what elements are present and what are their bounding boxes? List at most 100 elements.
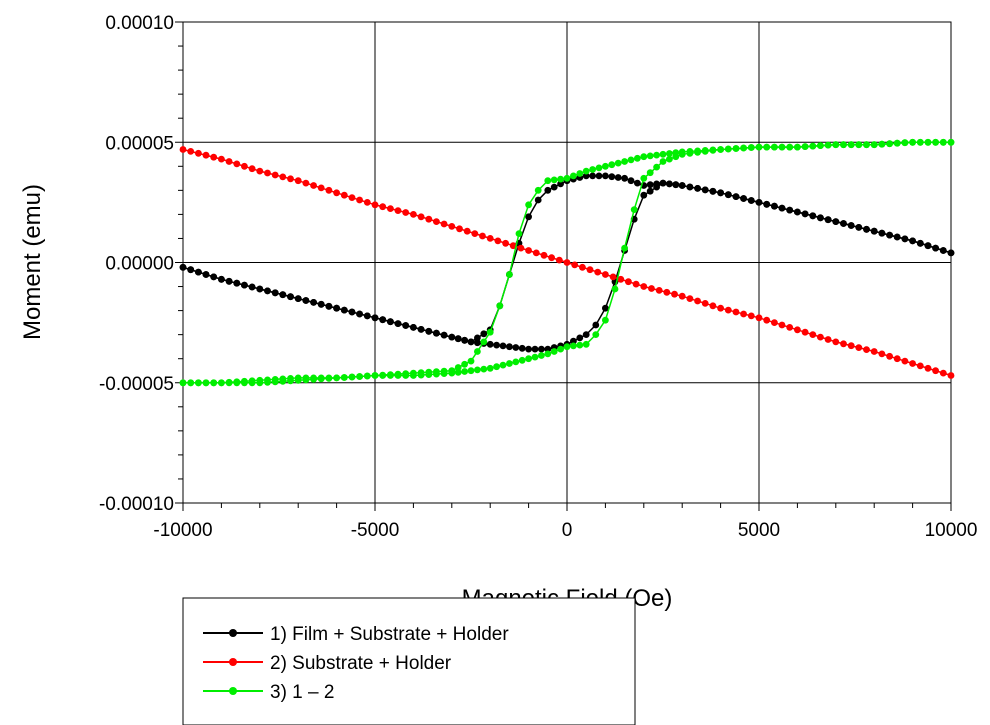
data-point xyxy=(440,220,448,228)
data-point xyxy=(570,172,577,180)
data-point xyxy=(474,334,481,342)
data-point xyxy=(496,302,504,310)
data-point xyxy=(740,310,747,318)
x-tick-label: 0 xyxy=(562,520,573,541)
data-point xyxy=(425,371,433,378)
data-point xyxy=(609,273,617,281)
data-point xyxy=(225,277,233,285)
data-point xyxy=(218,275,225,283)
data-point xyxy=(534,196,542,204)
data-point xyxy=(663,288,671,296)
data-point xyxy=(939,138,947,146)
data-point xyxy=(317,184,325,192)
data-point xyxy=(732,308,740,316)
data-point xyxy=(672,181,680,189)
series-3 xyxy=(179,138,955,387)
data-point xyxy=(271,171,279,179)
data-point xyxy=(410,324,417,331)
data-point xyxy=(646,169,654,177)
data-point xyxy=(325,302,333,310)
data-point xyxy=(379,372,387,379)
data-point xyxy=(241,162,248,170)
data-point xyxy=(627,177,635,185)
data-point xyxy=(179,263,187,271)
x-tick-label: 5000 xyxy=(738,520,780,541)
data-point xyxy=(506,360,513,367)
data-point xyxy=(847,342,855,350)
data-point xyxy=(317,300,325,308)
data-point xyxy=(294,177,302,185)
data-point xyxy=(648,285,655,292)
data-point xyxy=(893,139,901,147)
data-point xyxy=(771,319,778,326)
data-point xyxy=(218,155,225,163)
data-point xyxy=(461,336,468,344)
data-point xyxy=(425,215,433,223)
data-point xyxy=(640,283,648,290)
data-point xyxy=(264,378,271,386)
data-point xyxy=(433,329,440,337)
data-point xyxy=(402,372,410,379)
data-point xyxy=(608,161,616,169)
data-point xyxy=(225,158,233,165)
data-point xyxy=(932,138,939,146)
data-point xyxy=(809,212,817,220)
data-point xyxy=(387,372,394,379)
data-point xyxy=(241,379,248,387)
data-point xyxy=(627,156,635,164)
data-point xyxy=(310,299,317,306)
data-point xyxy=(433,218,440,226)
data-point xyxy=(582,340,590,348)
data-point xyxy=(855,344,863,351)
data-point xyxy=(634,179,641,187)
data-point xyxy=(517,244,525,252)
data-point xyxy=(809,142,817,150)
data-point xyxy=(563,174,571,182)
data-point xyxy=(302,179,310,187)
data-point xyxy=(909,237,916,245)
data-point xyxy=(256,379,264,387)
data-point xyxy=(666,155,673,163)
data-point xyxy=(499,361,507,369)
data-point xyxy=(544,186,552,194)
data-point xyxy=(778,321,786,329)
data-point xyxy=(563,259,571,266)
y-tick-label: 0.00005 xyxy=(105,133,174,154)
data-point xyxy=(586,266,594,274)
data-point xyxy=(817,214,824,222)
data-point xyxy=(486,235,494,242)
data-point xyxy=(672,153,680,161)
data-point xyxy=(932,367,939,375)
data-point xyxy=(878,229,886,237)
data-point xyxy=(287,377,294,385)
data-point xyxy=(410,211,417,218)
data-point xyxy=(294,295,302,302)
data-point xyxy=(763,316,771,324)
data-point xyxy=(840,340,847,348)
data-point xyxy=(233,160,241,168)
data-point xyxy=(630,206,638,214)
data-point xyxy=(755,143,763,151)
data-point xyxy=(570,337,577,345)
data-point xyxy=(433,370,440,378)
data-point xyxy=(493,341,500,349)
data-point xyxy=(602,316,609,324)
data-point xyxy=(617,275,625,283)
data-point xyxy=(659,150,667,158)
data-point xyxy=(363,312,371,320)
data-point xyxy=(271,289,279,297)
data-point xyxy=(740,144,747,152)
data-point xyxy=(333,304,340,312)
data-point xyxy=(544,177,552,185)
data-point xyxy=(402,209,410,216)
data-point xyxy=(576,341,584,349)
data-point xyxy=(817,333,824,341)
y-tick-label: 0.00000 xyxy=(105,254,174,275)
data-point xyxy=(454,368,462,376)
data-point xyxy=(916,362,924,370)
data-point xyxy=(576,170,584,177)
data-point xyxy=(371,201,379,209)
data-point xyxy=(538,345,545,353)
data-point xyxy=(279,173,287,181)
data-point xyxy=(893,233,901,241)
